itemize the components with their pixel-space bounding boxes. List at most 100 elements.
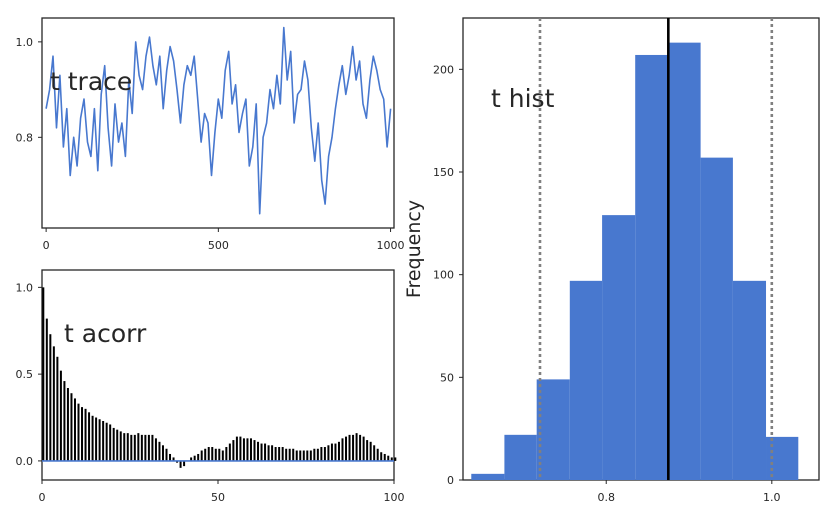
acorr-bar xyxy=(225,447,228,461)
hist-ytick-label: 200 xyxy=(433,63,454,76)
acorr-bar xyxy=(102,420,105,461)
hist-bar xyxy=(569,280,603,480)
trace-panel: 0.8 1.0 0 500 1000 t trace xyxy=(16,17,405,252)
hist-bar xyxy=(732,280,767,480)
hist-bar xyxy=(635,54,668,481)
acorr-bar xyxy=(126,433,129,461)
hist-bar xyxy=(667,42,701,480)
trace-ytick-label: 0.8 xyxy=(16,131,34,144)
acorr-bar xyxy=(84,408,87,461)
acorr-bar xyxy=(380,452,383,461)
acorr-bar xyxy=(147,434,150,461)
acorr-bar xyxy=(373,445,376,461)
acorr-bar xyxy=(109,424,112,461)
trace-series-line xyxy=(45,26,392,215)
acorr-bar xyxy=(295,450,298,461)
acorr-bar xyxy=(235,436,238,461)
acorr-bar xyxy=(81,407,84,461)
acorr-bar xyxy=(59,370,62,461)
hist-xtick-label: 0.8 xyxy=(597,491,615,504)
acorr-bar xyxy=(190,457,193,461)
acorr-bar xyxy=(179,460,182,468)
acorr-bar xyxy=(323,447,326,461)
acorr-bar xyxy=(116,429,119,461)
acorr-xtick-label: 50 xyxy=(211,491,225,504)
acorr-bar xyxy=(165,448,168,461)
acorr-bar xyxy=(264,443,267,461)
acorr-bar xyxy=(77,403,80,461)
acorr-bar xyxy=(348,434,351,461)
acorr-xtick-label: 100 xyxy=(384,491,405,504)
acorr-bar xyxy=(112,427,115,461)
acorr-bar xyxy=(193,455,196,461)
hist-ylabel: Frequency xyxy=(403,200,425,298)
acorr-bar xyxy=(91,415,94,461)
acorr-bar xyxy=(98,419,101,461)
acorr-bar xyxy=(299,450,302,461)
acorr-bar xyxy=(158,441,161,461)
acorr-bar xyxy=(144,434,147,461)
acorr-bar xyxy=(169,453,172,461)
hist-bar xyxy=(602,215,636,480)
acorr-bar xyxy=(274,447,277,461)
trace-xtick-label: 1000 xyxy=(377,239,405,252)
acorr-bar xyxy=(257,441,260,461)
trace-xtick-label: 500 xyxy=(208,239,229,252)
acorr-bar xyxy=(327,445,330,461)
acorr-bar xyxy=(334,443,337,461)
acorr-bar xyxy=(390,457,393,461)
acorr-bar xyxy=(239,436,242,461)
acorr-bar xyxy=(161,445,164,461)
acorr-bar xyxy=(288,448,291,461)
acorr-bar xyxy=(271,445,274,461)
acorr-bar xyxy=(140,434,143,461)
acorr-bar xyxy=(278,447,281,461)
acorr-bar xyxy=(172,457,175,461)
acorr-bar xyxy=(366,440,369,461)
acorr-bar xyxy=(49,334,52,461)
acorr-bar xyxy=(341,438,344,461)
hist-title: t hist xyxy=(491,84,555,113)
acorr-bar xyxy=(345,436,348,461)
acorr-ytick-label: 1.0 xyxy=(16,281,34,294)
acorr-bar xyxy=(211,447,214,461)
acorr-ytick-label: 0.5 xyxy=(16,368,34,381)
acorr-bar xyxy=(376,448,379,461)
acorr-bar xyxy=(313,448,316,461)
acorr-bar xyxy=(73,398,76,461)
acorr-bar xyxy=(133,434,136,461)
acorr-bar xyxy=(214,448,217,461)
acorr-bar xyxy=(352,434,355,461)
hist-ytick-label: 50 xyxy=(440,371,454,384)
acorr-bar xyxy=(362,436,365,461)
acorr-bar xyxy=(355,433,358,461)
acorr-bar xyxy=(260,443,263,461)
acorr-bar xyxy=(130,434,133,461)
acorr-bar xyxy=(281,447,284,461)
acorr-bar xyxy=(221,450,224,461)
acorr-xtick-label: 0 xyxy=(39,491,46,504)
acorr-bar xyxy=(309,450,312,461)
acorr-bar xyxy=(56,356,59,461)
acorr-bar xyxy=(330,443,333,461)
hist-panel: 0 50 100 150 200 0.8 1.0 t hist Frequency xyxy=(403,17,820,504)
acorr-bar xyxy=(253,440,256,461)
acorr-bar xyxy=(119,431,122,461)
acorr-bar xyxy=(394,457,397,461)
acorr-bar xyxy=(42,287,45,461)
acorr-bar xyxy=(52,346,55,461)
trace-ytick-label: 1.0 xyxy=(16,36,34,49)
acorr-bar xyxy=(204,448,207,461)
acorr-bar xyxy=(200,450,203,461)
acorr-bar xyxy=(369,441,372,461)
acorr-bar xyxy=(207,447,210,461)
acorr-frame xyxy=(41,269,395,481)
acorr-bar xyxy=(232,440,235,461)
acorr-bar xyxy=(151,434,154,461)
acorr-bar xyxy=(302,450,305,461)
acorr-bar xyxy=(197,453,200,461)
hist-bar xyxy=(504,434,537,480)
hist-ytick-label: 150 xyxy=(433,166,454,179)
acorr-bar xyxy=(267,445,270,461)
hist-ytick-label: 0 xyxy=(447,474,454,487)
